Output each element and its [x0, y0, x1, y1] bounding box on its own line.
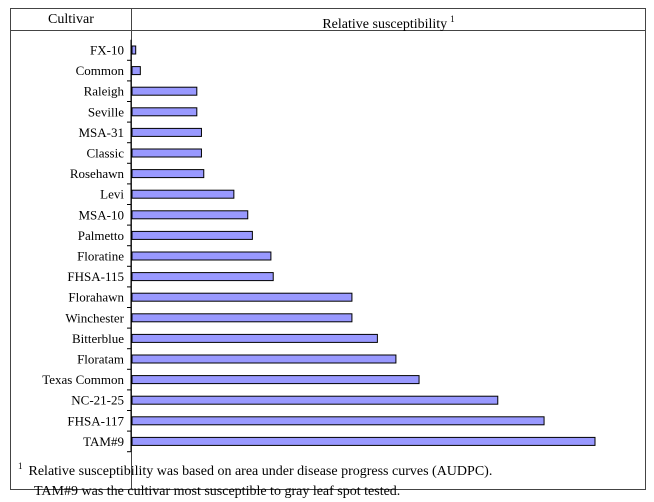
category-label: Palmetto — [78, 228, 124, 243]
bar — [131, 148, 202, 158]
bar-chart: FX-10 Common Raleigh Seville MSA-31 Classic Ro… — [42, 39, 596, 453]
footnote-mark: 1 — [18, 461, 23, 471]
category-label: Floratine — [77, 249, 124, 264]
table-header-row: Cultivar Relative susceptibility 1 — [11, 9, 645, 32]
category-label: NC-21-25 — [71, 393, 124, 408]
category-label: Levi — [100, 187, 124, 202]
category-label: FX-10 — [90, 43, 124, 58]
category-label: FHSA-117 — [67, 413, 124, 428]
bar — [131, 86, 198, 96]
category-label: Floratam — [77, 352, 124, 367]
category-label: Classic — [86, 146, 124, 161]
bar — [131, 189, 235, 199]
bar — [131, 313, 353, 323]
category-label: Seville — [88, 104, 124, 119]
category-label: Texas Common — [42, 372, 124, 387]
header-cultivar: Cultivar — [48, 12, 94, 27]
bar — [131, 416, 545, 426]
bar — [131, 45, 137, 55]
bar — [131, 127, 202, 137]
category-label: Raleigh — [84, 84, 125, 99]
bar — [131, 292, 353, 302]
category-label: FHSA-115 — [67, 269, 124, 284]
category-label: MSA-31 — [78, 125, 124, 140]
bar — [131, 210, 249, 220]
bar — [131, 333, 378, 343]
category-label: Winchester — [65, 310, 124, 325]
category-label: Common — [76, 63, 125, 78]
footnote-line-1: Relative susceptibility was based on are… — [28, 464, 493, 479]
bar — [131, 66, 141, 76]
bar — [131, 272, 274, 282]
bar — [131, 436, 596, 446]
bar — [131, 230, 253, 240]
header-footnote-mark: 1 — [450, 14, 455, 24]
header-relative-susceptibility: Relative susceptibility 1 — [132, 9, 645, 32]
bar — [131, 375, 420, 385]
header-susceptibility-text: Relative susceptibility — [322, 17, 448, 32]
category-label: Bitterblue — [72, 331, 124, 346]
bar — [131, 354, 397, 364]
footnote: 1 Relative susceptibility was based on ar… — [18, 456, 492, 502]
category-label: Florahawn — [68, 290, 124, 305]
footnote-line-2: TAM#9 was the cultivar most susceptible … — [34, 484, 401, 499]
category-label: Rosehawn — [70, 166, 125, 181]
bar — [131, 395, 499, 405]
category-label: MSA-10 — [78, 207, 124, 222]
category-label: TAM#9 — [83, 434, 124, 449]
bar — [131, 251, 272, 261]
bar — [131, 169, 205, 179]
bar — [131, 107, 198, 117]
